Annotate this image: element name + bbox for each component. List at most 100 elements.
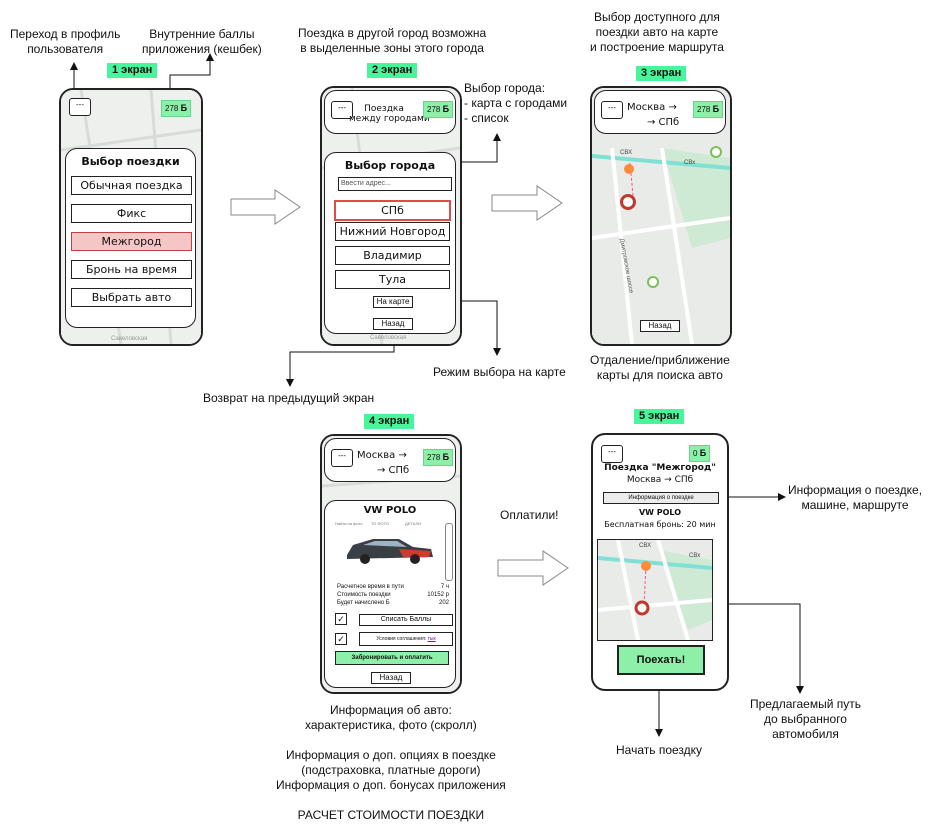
map-street-label: Савеловская [111, 336, 148, 342]
flow-arrow-1-2 [230, 189, 301, 225]
back-button[interactable]: Назад [373, 318, 413, 330]
trip-info-button[interactable]: Информация о поездке [603, 492, 719, 504]
header-bar: --- Москва → → СПб 278 Б [594, 90, 726, 134]
terms-label: Условия соглашения: [376, 636, 427, 642]
note-map-mode: Режим выбора на карте [433, 365, 566, 379]
points-unit: Б [712, 104, 720, 114]
estimate-row: Стоимость поездки 10152 р [337, 591, 449, 599]
photo-chip[interactable]: ДЕТАЛИ [405, 521, 421, 526]
car-pin-icon[interactable] [647, 276, 659, 288]
points-unit: Б [442, 104, 450, 114]
car-model: VW POLO [363, 505, 417, 516]
route-to: → СПб [647, 117, 680, 128]
points-badge[interactable]: 278 Б [423, 449, 454, 466]
estimate-value: 10152 р [427, 592, 449, 598]
note-trip-info: Информация о поездке, машине, маршруте [788, 483, 923, 512]
phone-screen-3: СВХ СВх Дмитровское шоссе --- Москва → →… [590, 86, 732, 346]
road-label-1: СВХ [639, 543, 652, 549]
menu-button[interactable]: --- [69, 98, 91, 116]
panel-title: Выбор города [344, 159, 436, 172]
points-badge[interactable]: 0 Б [689, 445, 711, 462]
city-nizhny[interactable]: Нижний Новгород [335, 222, 450, 241]
route-map[interactable] [597, 539, 713, 641]
map-street-label: Савеловская [370, 335, 407, 341]
note-car-info: Информация об авто: характеристика, фото… [276, 703, 506, 822]
option-fixed[interactable]: Фикс [71, 204, 192, 223]
option-intercity[interactable]: Межгород [71, 232, 192, 251]
photo-chip[interactable]: Найти на фото [335, 521, 363, 526]
points-value: 278 [427, 105, 441, 114]
estimate-label: Расчетное время в пути [337, 584, 404, 590]
phone-screen-5: --- 0 Б Поездка "Межгород" Москва → СПб … [591, 433, 729, 691]
on-map-button[interactable]: На карте [373, 296, 413, 308]
route-to: → СПб [377, 465, 410, 476]
note-profile: Переход в профиль пользователя [10, 27, 121, 56]
note-route: Предлагаемый путь до выбранного автомоби… [750, 697, 862, 741]
points-value: 278 [165, 104, 179, 113]
back-button[interactable]: Назад [640, 320, 680, 332]
estimate-row: Расчетное время в пути 7 ч [337, 583, 449, 591]
option-book-time[interactable]: Бронь на время [71, 260, 192, 279]
note-start: Начать поездку [616, 743, 703, 757]
tag-screen-2: 2 экран [367, 63, 418, 78]
terms-link[interactable]: тык [427, 636, 436, 642]
note-intercity: Поездка в другой город возможна в выделе… [298, 26, 487, 55]
car-marker-icon[interactable] [620, 194, 636, 210]
route-from: Москва → [357, 450, 407, 461]
book-and-pay-button[interactable]: Забронировать и оплатить [335, 651, 449, 665]
arrow-route [708, 603, 804, 694]
trip-route: Москва → СПб [626, 475, 694, 485]
tag-screen-3: 3 экран [636, 66, 687, 81]
points-badge[interactable]: 278 Б [423, 101, 454, 118]
spend-points-checkbox[interactable]: ✓ [335, 613, 347, 625]
go-button[interactable]: Поехать! [617, 645, 705, 675]
city-tula[interactable]: Тула [335, 270, 450, 289]
car-model: VW POLO [638, 508, 682, 517]
photo-scrollbar[interactable] [445, 523, 453, 581]
menu-button[interactable]: --- [331, 449, 353, 467]
city-spb[interactable]: СПб [334, 200, 451, 221]
option-choose-car[interactable]: Выбрать авто [71, 288, 192, 307]
car-details-panel: VW POLO Найти на фото ТО ФОТО ДЕТАЛИ Рас… [324, 500, 456, 688]
address-search-input[interactable]: Ввести адрес... [338, 177, 452, 191]
phone-screen-2: --- Поездка между городами 278 Б Выбор г… [320, 86, 462, 346]
note-city-select: Выбор города: - карта с городами - списо… [464, 81, 568, 125]
spend-points-button[interactable]: Списать Баллы [359, 614, 453, 626]
note-back: Возврат на предыдущий экран [203, 391, 375, 405]
car-pin-icon[interactable] [710, 146, 722, 158]
arrow-bonus [169, 53, 214, 90]
menu-button[interactable]: --- [601, 101, 623, 119]
back-button[interactable]: Назад [371, 672, 411, 684]
road-label-2: СВх [684, 160, 696, 166]
header-bar: --- Поездка между городами 278 Б [324, 90, 456, 134]
city-panel: Выбор города Ввести адрес... СПб Нижний … [324, 152, 456, 334]
points-value: 0 [693, 449, 698, 458]
estimate-label: Стоимость поездки [337, 592, 391, 598]
terms-checkbox[interactable]: ✓ [335, 633, 347, 645]
menu-button[interactable]: --- [331, 101, 353, 119]
car-photo[interactable] [343, 531, 435, 565]
menu-button[interactable]: --- [601, 445, 623, 463]
tag-screen-4: 4 экран [364, 414, 415, 429]
tag-screen-1: 1 экран [107, 63, 158, 78]
points-badge[interactable]: 278 Б [693, 101, 724, 118]
road-label-1: СВХ [620, 150, 633, 156]
trip-estimates: Расчетное время в пути 7 ч Стоимость поез… [337, 583, 449, 607]
points-badge[interactable]: 278 Б [161, 100, 192, 117]
header-bar: --- Москва → → СПб 278 Б [324, 438, 456, 482]
estimate-label: Будет начислено Б [337, 600, 390, 606]
estimate-row: Будет начислено Б 202 [337, 599, 449, 607]
option-regular-trip[interactable]: Обычная поездка [71, 176, 192, 195]
trip-choice-panel: Выбор поездки Обычная поездка Фикс Межго… [65, 148, 196, 328]
points-unit: Б [699, 448, 707, 458]
tag-screen-5: 5 экран [634, 409, 685, 424]
terms-box: Условия соглашения: тык [359, 632, 453, 646]
note-zoom: Отдаление/приближение карты для поиска а… [590, 353, 730, 382]
panel-title: Выбор поездки [81, 155, 180, 168]
flow-arrow-2-3 [491, 185, 563, 221]
estimate-value: 7 ч [440, 584, 449, 590]
city-vladimir[interactable]: Владимир [335, 246, 450, 265]
header-title: Поездка между городами [349, 104, 430, 124]
photo-chip[interactable]: ТО ФОТО [371, 521, 390, 526]
